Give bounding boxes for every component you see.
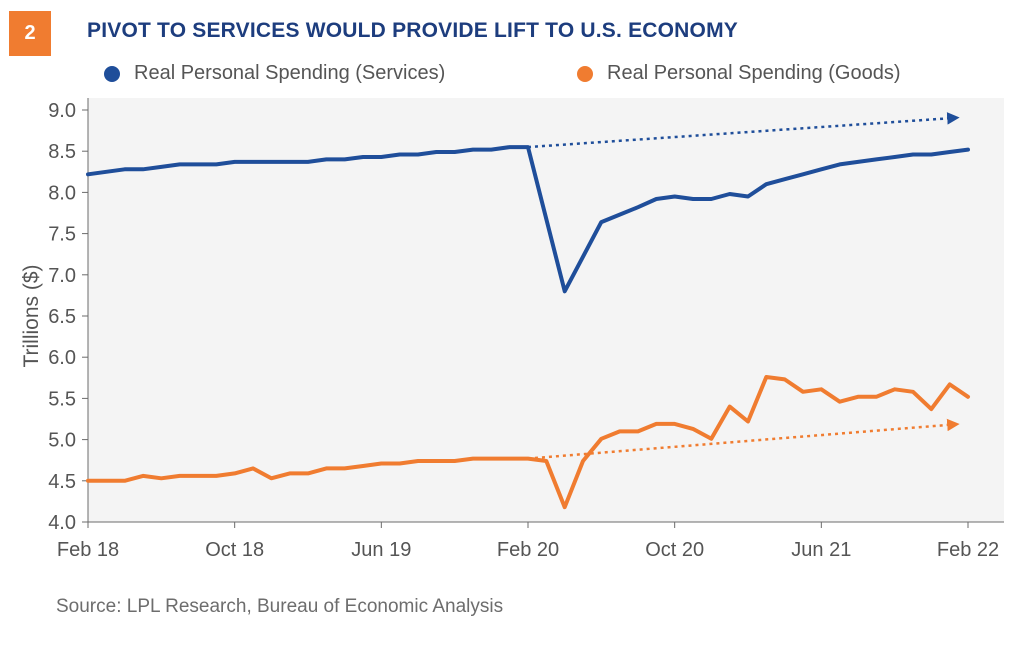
y-tick-label: 6.0 <box>48 347 76 369</box>
services-series-line <box>86 145 970 294</box>
y-tick-label: 7.5 <box>48 224 76 246</box>
y-tick-label: 5.5 <box>48 388 76 410</box>
x-tick-label: Feb 18 <box>57 539 119 561</box>
plot-area <box>88 98 1004 522</box>
y-tick-label: 4.5 <box>48 471 76 493</box>
y-tick-label: 4.0 <box>48 512 76 534</box>
x-tick-label: Jun 19 <box>351 539 411 561</box>
y-tick-label: 7.0 <box>48 265 76 287</box>
y-tick-label: 9.0 <box>48 100 76 122</box>
chart-title: PIVOT TO SERVICES WOULD PROVIDE LIFT TO … <box>87 19 738 42</box>
legend-dot-goods <box>577 65 593 82</box>
y-tick-label: 8.0 <box>48 182 76 204</box>
x-tick-label: Oct 20 <box>645 539 704 561</box>
line-chart: 9.0 8.5 8.0 7.5 7.0 6.5 6.0 5.5 5.0 4.5 4.0 Feb 18 O… <box>20 98 1004 561</box>
services-trend-arrow <box>527 112 960 149</box>
y-tick-label: 5.0 <box>48 430 76 452</box>
goods-trend-arrow <box>527 418 960 460</box>
x-tick-label: Feb 22 <box>937 539 999 561</box>
x-tick-label: Jun 21 <box>791 539 851 561</box>
legend-item-goods: Real Personal Spending (Goods) <box>577 62 901 85</box>
x-tick-label: Feb 20 <box>497 539 559 561</box>
y-axis-label: Trillions ($) <box>20 264 43 367</box>
goods-series-line <box>86 375 970 510</box>
x-tick-label: Oct 18 <box>205 539 264 561</box>
source-note: Source: LPL Research, Bureau of Economic… <box>56 596 504 617</box>
y-tick-label: 8.5 <box>48 141 76 163</box>
legend-item-services: Real Personal Spending (Services) <box>104 62 445 85</box>
legend-dot-services <box>104 65 120 82</box>
legend-label-services: Real Personal Spending (Services) <box>134 62 446 84</box>
figure-number-badge: 2 <box>9 11 51 56</box>
y-tick-label: 6.5 <box>48 306 76 328</box>
legend-label-goods: Real Personal Spending (Goods) <box>607 62 901 84</box>
chart-legend: Real Personal Spending (Services) Real P… <box>104 62 1004 90</box>
